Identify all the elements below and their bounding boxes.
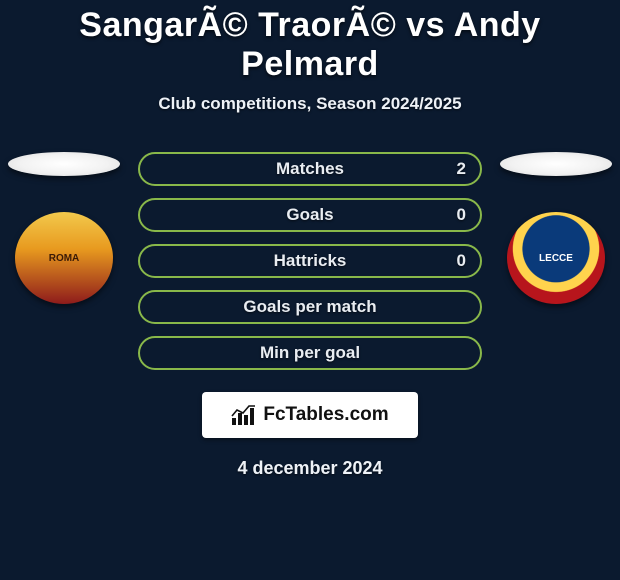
club-badge-right: LECCE	[507, 212, 605, 304]
stats-column: Matches 2 Goals 0 Hattricks 0 Goals per …	[138, 152, 482, 370]
stat-row-goals-per-match: Goals per match	[138, 290, 482, 324]
left-column: ROMA	[8, 152, 120, 304]
stat-label: Goals	[286, 205, 333, 225]
club-abbr-right: LECCE	[539, 253, 573, 264]
stat-row-min-per-goal: Min per goal	[138, 336, 482, 370]
page-title: SangarÃ© TraorÃ© vs Andy Pelmard	[0, 6, 620, 84]
stat-right-value: 2	[457, 159, 466, 179]
comparison-card: SangarÃ© TraorÃ© vs Andy Pelmard Club co…	[0, 0, 620, 580]
club-badge-left: ROMA	[15, 212, 113, 304]
stat-label: Goals per match	[243, 297, 376, 317]
main-row: ROMA Matches 2 Goals 0 Hattricks 0 Goals	[0, 152, 620, 370]
stat-right-value: 0	[457, 205, 466, 225]
brand-link[interactable]: FcTables.com	[202, 392, 418, 438]
bar-chart-icon	[231, 404, 257, 426]
player-photo-left	[8, 152, 120, 176]
stat-row-goals: Goals 0	[138, 198, 482, 232]
subtitle: Club competitions, Season 2024/2025	[0, 94, 620, 114]
stat-row-matches: Matches 2	[138, 152, 482, 186]
brand-text: FcTables.com	[263, 404, 388, 426]
stat-right-value: 0	[457, 251, 466, 271]
stat-label: Matches	[276, 159, 344, 179]
player-photo-right	[500, 152, 612, 176]
club-abbr-left: ROMA	[49, 253, 80, 264]
stat-row-hattricks: Hattricks 0	[138, 244, 482, 278]
right-column: LECCE	[500, 152, 612, 304]
date-label: 4 december 2024	[0, 458, 620, 479]
stat-label: Min per goal	[260, 343, 360, 363]
stat-label: Hattricks	[274, 251, 347, 271]
